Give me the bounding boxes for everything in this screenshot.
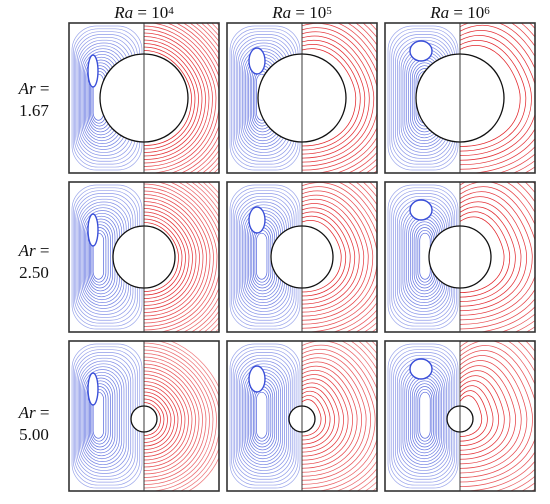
column-header-ra-1e4: Ra = 104 (114, 3, 174, 22)
panel-ar-5-00-ra-1e6 (387, 341, 535, 491)
isotherms (301, 341, 377, 491)
panel-ar-5-00-ra-1e5 (229, 341, 377, 491)
panel-frame (68, 22, 220, 174)
isotherms (143, 23, 219, 173)
row-header-ar-1-67: Ar = 1.67 (18, 79, 50, 120)
isotherms (459, 23, 535, 173)
panel-frame (226, 181, 378, 333)
panel-ar-2-50-ra-1e5 (229, 182, 377, 332)
isotherms (143, 182, 219, 332)
isotherms (301, 182, 377, 332)
panel-frame (68, 340, 220, 492)
panel-frame (226, 22, 378, 174)
panel-frame (226, 340, 378, 492)
panel-frame (384, 22, 536, 174)
row-header-ar-5-00: Ar = 5.00 (18, 403, 50, 444)
column-header-ra-1e6: Ra = 106 (430, 3, 490, 22)
panel-frame (384, 340, 536, 492)
isotherms (143, 341, 219, 491)
column-header-ra-1e5: Ra = 105 (272, 3, 332, 22)
streamlines (387, 343, 459, 489)
panel-frame (68, 181, 220, 333)
isotherms (459, 182, 535, 332)
isotherms (459, 341, 535, 491)
panel-frame (384, 181, 536, 333)
streamlines (229, 184, 301, 330)
row-header-ar-2-50: Ar = 2.50 (18, 241, 50, 282)
